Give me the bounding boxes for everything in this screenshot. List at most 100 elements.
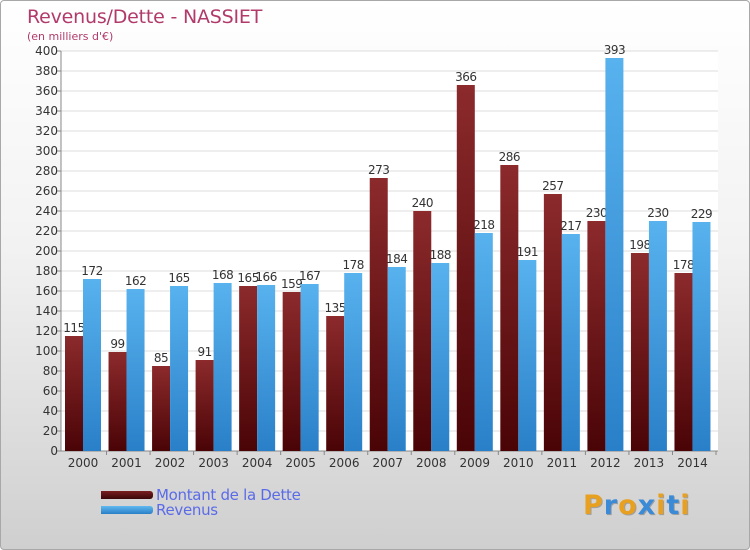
data-label-revenue: 178 xyxy=(342,258,363,272)
bar-debt xyxy=(674,273,693,451)
data-label-revenue: 167 xyxy=(299,269,320,283)
bar-revenue xyxy=(126,289,145,451)
y-tick-label: 100 xyxy=(35,344,58,358)
bar-revenue xyxy=(83,279,101,451)
logo-letter: t xyxy=(666,490,681,521)
logo-letter: P xyxy=(583,490,604,521)
y-tick-label: 60 xyxy=(43,384,58,398)
data-label-revenue: 229 xyxy=(691,207,712,221)
data-label-revenue: 230 xyxy=(647,206,668,220)
y-tick-label: 40 xyxy=(43,404,58,418)
bar-debt xyxy=(326,316,345,451)
logo-letter: r xyxy=(603,490,619,521)
data-label-revenue: 162 xyxy=(125,274,146,288)
x-tick-label: 2012 xyxy=(590,456,621,470)
bar-revenue xyxy=(474,233,493,451)
bar-debt xyxy=(500,165,519,451)
bar-revenue xyxy=(605,58,624,451)
x-tick-label: 2003 xyxy=(198,456,229,470)
logo-letter: o xyxy=(618,490,638,521)
y-tick-label: 260 xyxy=(35,184,58,198)
legend-swatch-revenue xyxy=(101,506,153,514)
legend-label-debt: Montant de la Dette xyxy=(156,486,301,504)
bar-revenue xyxy=(300,284,319,451)
x-tick-label: 2011 xyxy=(547,456,578,470)
data-label-debt: 178 xyxy=(673,258,694,272)
y-tick-label: 320 xyxy=(35,124,58,138)
bar-debt xyxy=(152,366,171,451)
x-tick-label: 2000 xyxy=(68,456,99,470)
data-label-debt: 286 xyxy=(499,150,520,164)
y-tick-label: 220 xyxy=(35,224,58,238)
y-tick-label: 200 xyxy=(35,244,58,258)
data-label-revenue: 393 xyxy=(604,43,625,57)
data-label-debt: 91 xyxy=(197,345,211,359)
bar-debt xyxy=(239,286,258,451)
y-tick-label: 140 xyxy=(35,304,58,318)
bar-debt xyxy=(195,360,214,451)
y-tick-label: 0 xyxy=(50,444,58,458)
data-label-debt: 165 xyxy=(237,271,258,285)
y-tick-label: 380 xyxy=(35,64,58,78)
y-tick-label: 240 xyxy=(35,204,58,218)
bar-revenue xyxy=(387,267,406,451)
data-label-revenue: 166 xyxy=(255,270,276,284)
data-label-revenue: 172 xyxy=(81,264,102,278)
data-label-debt: 198 xyxy=(629,238,650,252)
data-label-debt: 99 xyxy=(110,337,124,351)
bar-debt xyxy=(282,292,301,451)
data-label-debt: 159 xyxy=(281,277,302,291)
bar-revenue xyxy=(213,283,232,451)
x-tick-label: 2007 xyxy=(372,456,403,470)
data-label-debt: 366 xyxy=(455,70,476,84)
y-tick-label: 280 xyxy=(35,164,58,178)
x-tick-label: 2014 xyxy=(677,456,708,470)
data-label-debt: 85 xyxy=(154,351,168,365)
data-label-revenue: 188 xyxy=(430,248,451,262)
bar-revenue xyxy=(431,263,450,451)
data-label-revenue: 218 xyxy=(473,218,494,232)
x-tick-label: 2001 xyxy=(111,456,142,470)
y-tick-label: 400 xyxy=(35,44,58,58)
bar-revenue xyxy=(561,234,580,451)
data-label-debt: 273 xyxy=(368,163,389,177)
y-tick-label: 180 xyxy=(35,264,58,278)
y-tick-label: 300 xyxy=(35,144,58,158)
x-tick-label: 2002 xyxy=(155,456,186,470)
bar-debt xyxy=(65,336,83,451)
x-tick-label: 2008 xyxy=(416,456,447,470)
y-tick-label: 80 xyxy=(43,364,58,378)
bar-revenue xyxy=(344,273,363,451)
x-tick-label: 2005 xyxy=(285,456,316,470)
bar-revenue xyxy=(518,260,537,451)
x-tick-label: 2009 xyxy=(460,456,491,470)
bar-revenue xyxy=(257,285,276,451)
data-label-revenue: 184 xyxy=(386,252,407,266)
data-label-revenue: 217 xyxy=(560,219,581,233)
bar-revenue xyxy=(648,221,667,451)
logo-letter: i xyxy=(680,490,691,521)
chart-title: Revenus/Dette - NASSIET xyxy=(27,6,263,28)
data-label-debt: 240 xyxy=(412,196,433,210)
bar-debt xyxy=(630,253,649,451)
x-tick-label: 2006 xyxy=(329,456,360,470)
bar-revenue xyxy=(692,222,711,451)
proxiti-logo: Proxiti xyxy=(583,490,691,521)
data-label-debt: 257 xyxy=(542,179,563,193)
bar-debt xyxy=(413,211,432,451)
y-tick-label: 160 xyxy=(35,284,58,298)
data-label-debt: 135 xyxy=(324,301,345,315)
x-tick-label: 2013 xyxy=(634,456,665,470)
x-tick-label: 2010 xyxy=(503,456,534,470)
bar-debt xyxy=(456,85,475,451)
data-label-revenue: 165 xyxy=(168,271,189,285)
legend-label-revenue: Revenus xyxy=(156,501,218,519)
bar-debt xyxy=(587,221,606,451)
bar-debt xyxy=(108,352,127,451)
logo-letter: i xyxy=(656,490,667,521)
bar-debt xyxy=(543,194,562,451)
chart-subtitle: (en milliers d'€) xyxy=(27,30,114,43)
bar-revenue xyxy=(170,286,189,451)
